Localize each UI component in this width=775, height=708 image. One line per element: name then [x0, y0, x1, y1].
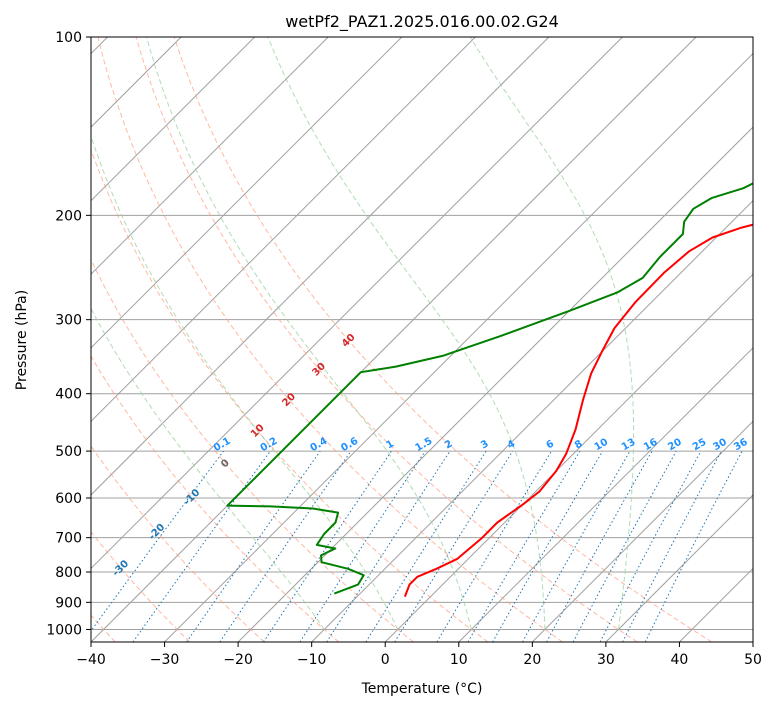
mixing-ratio-line — [91, 450, 224, 632]
isotherm-line — [91, 37, 697, 642]
y-tick-label: 600 — [55, 491, 82, 507]
dry-adiabat-line — [91, 445, 265, 642]
mixing-ratio-line — [467, 450, 581, 642]
y-tick-label: 900 — [55, 595, 82, 611]
dry-adiabat-line — [135, 37, 638, 642]
moist-adiabat-line — [146, 37, 472, 630]
y-tick-label: 200 — [55, 208, 82, 224]
dry-adiabat-line — [91, 531, 191, 642]
isotherm-line — [311, 199, 753, 642]
x-tick-label: 10 — [450, 652, 468, 668]
y-axis: 100 200 300 400 500 600 700 800 900 1000 — [46, 30, 91, 638]
mixing-ratio-line — [299, 450, 426, 642]
x-tick-label: −20 — [223, 652, 253, 668]
isotherm-line — [91, 37, 403, 349]
x-axis-label: Temperature (°C) — [361, 681, 483, 697]
mixing-ratio-line — [186, 450, 321, 642]
mixing-ratio-label: 2 — [443, 438, 455, 451]
moist-adiabat-line — [91, 134, 399, 630]
dry-adiabat-label: -10 — [182, 487, 203, 508]
y-tick-label: 100 — [55, 30, 82, 46]
x-tick-label: 20 — [523, 652, 541, 668]
y-tick-label: 500 — [55, 444, 82, 460]
x-tick-label: 0 — [381, 652, 390, 668]
x-tick-label: −10 — [297, 652, 327, 668]
mixing-ratio-line — [219, 450, 352, 642]
moist-adiabat-line — [267, 37, 546, 630]
isotherm-line — [752, 641, 753, 642]
moist-adiabat-line — [469, 37, 635, 630]
profile-line — [226, 182, 753, 595]
dry-adiabat-label: -30 — [111, 558, 132, 579]
mixing-ratio-line — [263, 450, 392, 642]
isotherm-line — [91, 37, 623, 570]
x-tick-label: 40 — [671, 652, 689, 668]
mixing-ratio-line — [522, 450, 631, 642]
x-tick-label: 50 — [744, 652, 762, 668]
dry-adiabat-line — [91, 355, 340, 642]
dry-adiabat-line — [97, 37, 563, 642]
mixing-ratio-label: 3 — [479, 438, 491, 451]
mixing-ratio-line — [622, 450, 722, 642]
mixing-ratio-label: 1 — [385, 438, 397, 451]
mixing-ratio-line — [326, 450, 451, 642]
x-axis: −40 −30 −20 −10 0 10 20 30 40 50 — [76, 642, 762, 668]
isotherm-line — [164, 52, 753, 642]
mixing-ratio-line — [546, 450, 653, 642]
mixing-ratio-label: 8 — [573, 438, 585, 451]
isotherm-line — [91, 37, 256, 202]
mixing-ratio-label: 4 — [506, 438, 518, 451]
mixing-ratio-line — [644, 450, 743, 642]
x-tick-label: 30 — [597, 652, 615, 668]
mixing-ratio-line — [599, 450, 702, 642]
dry-adiabat-label: -20 — [147, 522, 168, 543]
isotherm-line — [91, 37, 329, 275]
background-lines — [91, 37, 753, 642]
mixing-ratio-line — [436, 450, 552, 642]
mixing-ratio-line — [572, 450, 677, 642]
isotherm-line — [605, 494, 753, 642]
dry-adiabat-line — [173, 37, 713, 642]
y-tick-label: 1000 — [46, 622, 82, 638]
isotherm-line — [531, 420, 753, 642]
y-tick-label: 800 — [55, 565, 82, 581]
mixing-ratio-line — [394, 450, 514, 642]
profile-lines — [226, 182, 753, 597]
dry-adiabat-line — [91, 148, 489, 642]
isotherm-line — [91, 37, 476, 423]
chart-title: wetPf2_PAZ1.2025.016.00.02.G24 — [285, 12, 559, 32]
x-tick-label: −40 — [76, 652, 106, 668]
y-tick-label: 400 — [55, 387, 82, 403]
x-tick-label: −30 — [150, 652, 180, 668]
moist-adiabat-line — [91, 307, 325, 630]
y-tick-label: 700 — [55, 531, 82, 547]
isotherm-line — [679, 567, 753, 642]
profile-line — [403, 223, 753, 597]
isotherm-line — [384, 273, 753, 642]
mixing-ratio-label: 6 — [544, 438, 556, 451]
mixing-ratio-line — [132, 450, 271, 642]
y-tick-label: 300 — [55, 313, 82, 329]
y-axis-label: Pressure (hPa) — [14, 290, 30, 390]
plot-frame — [90, 36, 754, 643]
isotherm-line — [91, 37, 550, 496]
isotherm-line — [458, 347, 753, 642]
background-labels: 0.1 0.2 0.4 0.6 1 1.5 2 3 4 6 8 10 13 16 20 25 30 36-30-2… — [111, 332, 750, 579]
isotherm-line — [237, 126, 753, 642]
